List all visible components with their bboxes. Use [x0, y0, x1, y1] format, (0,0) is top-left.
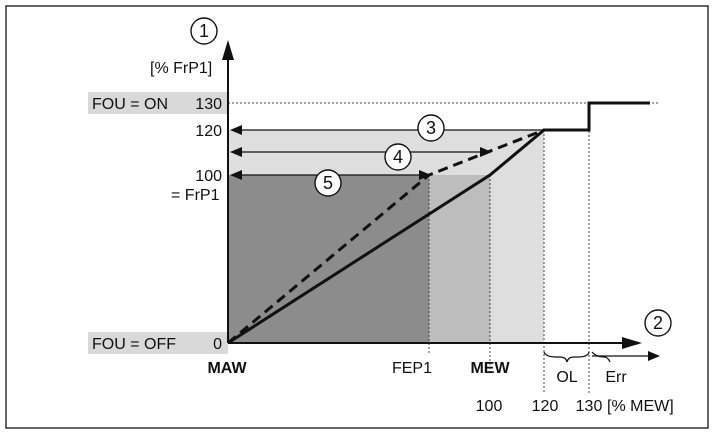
frp1-label: = FrP1	[171, 187, 220, 204]
ol-err-brackets	[543, 351, 660, 363]
callout-3-text: 3	[426, 118, 436, 138]
solid-curve	[227, 101, 650, 345]
ol-bracket	[543, 351, 590, 363]
fou-off-label: FOU = OFF	[92, 336, 176, 353]
maw-label: MAW	[207, 360, 247, 377]
x-axis-arrowhead	[622, 337, 642, 349]
y-tick-100: 100	[195, 168, 222, 185]
x-axis-unit: [% MEW]	[607, 398, 674, 415]
err-label: Err	[605, 369, 627, 386]
reference-lines	[228, 102, 658, 393]
y-axis-unit: [% FrP1]	[150, 60, 212, 77]
y-axis-arrowhead	[222, 40, 234, 60]
callout-1-text: 1	[199, 21, 209, 41]
y-tick-120: 120	[195, 123, 222, 140]
callout-circle-1	[190, 17, 218, 45]
mew-label: MEW	[470, 360, 510, 377]
fou-on-band	[88, 92, 228, 114]
callout-circles	[190, 17, 672, 337]
ol-label: OL	[556, 369, 577, 386]
outer-frame	[5, 5, 709, 429]
fep1-label: FEP1	[392, 360, 432, 377]
callout-4-text: 4	[393, 147, 403, 167]
x-tick-100: 100	[476, 398, 503, 415]
fou-off-band	[88, 332, 228, 354]
fou-on-label: FOU = ON	[92, 96, 168, 113]
range-arrows	[230, 125, 544, 180]
dashed-curve	[227, 128, 545, 345]
callout-circle-4	[384, 143, 412, 171]
callout-5-text: 5	[323, 173, 333, 193]
callout-2-text: 2	[653, 313, 663, 333]
callout-circle-2	[644, 309, 672, 337]
x-tick-130: 130	[576, 398, 603, 415]
err-bracket	[591, 351, 611, 363]
x-tick-120: 120	[532, 398, 559, 415]
y-tick-0: 0	[213, 336, 222, 353]
callout-circle-3	[417, 114, 445, 142]
y-tick-130: 130	[195, 96, 222, 113]
callout-circle-5	[314, 169, 342, 197]
